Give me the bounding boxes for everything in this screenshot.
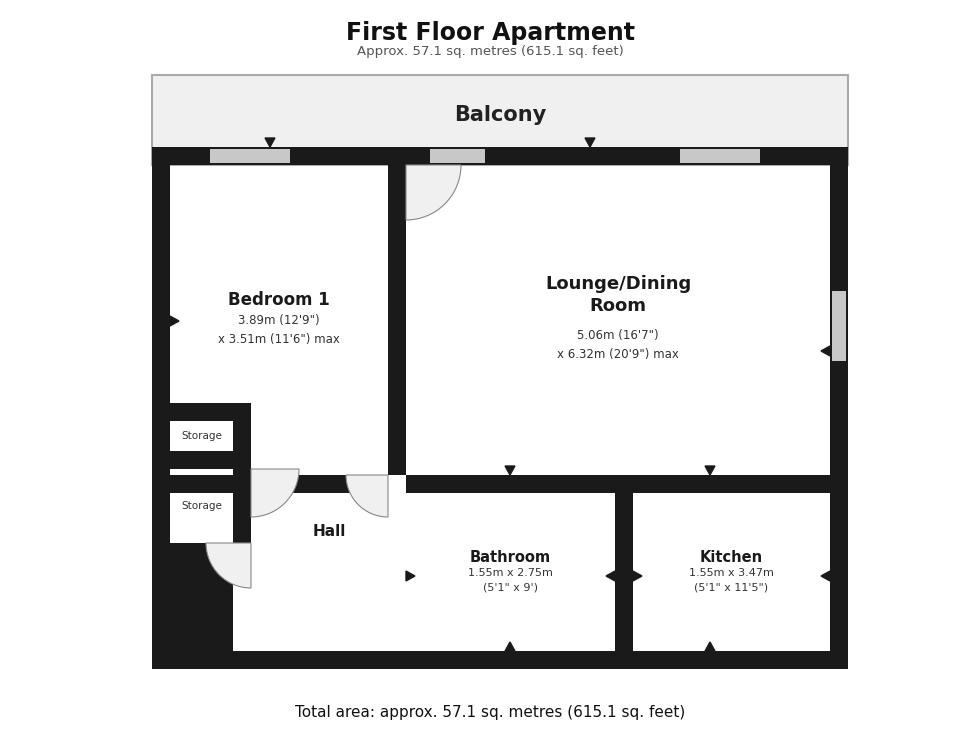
Bar (832, 291, 846, 361)
Text: Hall: Hall (313, 524, 346, 539)
Bar (170, 403, 251, 421)
Wedge shape (251, 469, 299, 517)
Text: Lounge/Dining
Room: Lounge/Dining Room (545, 275, 691, 315)
Polygon shape (821, 346, 830, 356)
Text: Kitchen: Kitchen (700, 550, 763, 565)
Polygon shape (633, 571, 642, 581)
Bar (170, 561, 233, 651)
Polygon shape (505, 466, 514, 475)
Bar (152, 75, 848, 165)
Text: 3.89m (12'9")
x 3.51m (11'6") max: 3.89m (12'9") x 3.51m (11'6") max (219, 314, 340, 346)
Polygon shape (265, 138, 275, 147)
Bar (680, 149, 760, 163)
Wedge shape (406, 165, 461, 220)
Text: Balcony: Balcony (454, 105, 546, 125)
Bar (615, 475, 633, 651)
Bar (830, 147, 848, 669)
Bar (430, 149, 485, 163)
Text: Bedroom 1: Bedroom 1 (228, 291, 330, 309)
Polygon shape (505, 642, 514, 651)
Text: Bathroom: Bathroom (470, 550, 551, 565)
Bar (152, 147, 170, 669)
Text: Storage: Storage (181, 501, 221, 511)
Wedge shape (206, 543, 251, 588)
Polygon shape (705, 466, 715, 475)
Bar (170, 475, 388, 493)
Bar (152, 165, 848, 669)
Bar (170, 543, 251, 561)
Bar (388, 165, 406, 475)
Text: First Floor Apartment: First Floor Apartment (346, 21, 634, 45)
Polygon shape (170, 316, 179, 326)
Text: 1.55m x 3.47m
(5'1" x 11'5"): 1.55m x 3.47m (5'1" x 11'5") (689, 568, 774, 593)
Polygon shape (821, 571, 830, 581)
Polygon shape (705, 642, 715, 651)
Bar (406, 475, 830, 493)
Polygon shape (585, 138, 595, 147)
Polygon shape (606, 571, 615, 581)
Bar (210, 149, 290, 163)
Text: Total area: approx. 57.1 sq. metres (615.1 sq. feet): Total area: approx. 57.1 sq. metres (615… (295, 705, 685, 720)
Text: 1.55m x 2.75m
(5'1" x 9'): 1.55m x 2.75m (5'1" x 9') (468, 568, 553, 593)
Text: Approx. 57.1 sq. metres (615.1 sq. feet): Approx. 57.1 sq. metres (615.1 sq. feet) (357, 44, 623, 58)
Wedge shape (346, 475, 388, 517)
Polygon shape (406, 571, 415, 581)
Bar (152, 147, 848, 165)
Bar (233, 421, 251, 561)
Text: 5.06m (16'7")
x 6.32m (20'9") max: 5.06m (16'7") x 6.32m (20'9") max (557, 329, 679, 361)
Bar (152, 651, 848, 669)
Bar (152, 75, 848, 165)
Bar (170, 451, 251, 469)
Text: Storage: Storage (181, 431, 221, 441)
